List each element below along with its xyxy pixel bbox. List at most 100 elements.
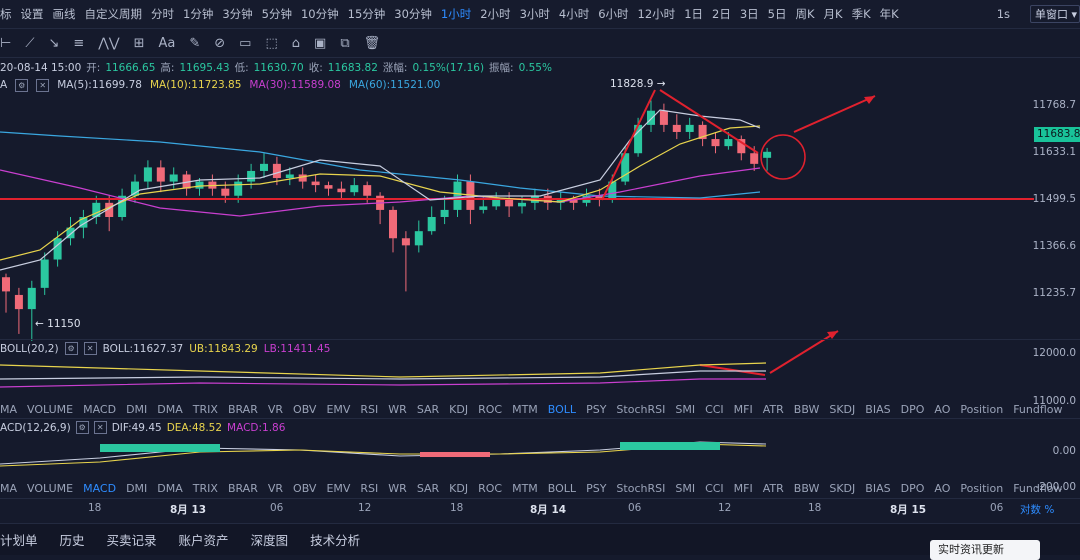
indicator-tab[interactable]: Fundflow: [1013, 403, 1063, 416]
indicator-tab[interactable]: BOLL: [547, 482, 577, 495]
close-icon[interactable]: ✕: [83, 342, 97, 355]
period-option[interactable]: 2小时: [480, 7, 511, 21]
indicator-tab[interactable]: VOLUME: [27, 482, 74, 495]
indicator-tab[interactable]: RSI: [360, 403, 379, 416]
indicator-tab[interactable]: MFI: [733, 403, 753, 416]
indicator-tab[interactable]: EMV: [326, 482, 351, 495]
indicator-tab[interactable]: MFI: [733, 482, 753, 495]
indicator-tab[interactable]: BRAR: [227, 482, 258, 495]
indicator-tab[interactable]: ROC: [478, 403, 503, 416]
period-option[interactable]: 季K: [851, 7, 871, 21]
period-option[interactable]: 3日: [739, 7, 759, 21]
indicator-tab[interactable]: RSI: [360, 482, 379, 495]
news-button[interactable]: 实时资讯更新: [930, 540, 1040, 560]
indicator-tab[interactable]: MACD: [83, 403, 117, 416]
period-option[interactable]: 15分钟: [347, 7, 386, 21]
period-option[interactable]: 6小时: [598, 7, 629, 21]
period-option[interactable]: 3分钟: [222, 7, 253, 21]
window-mode-select[interactable]: 单窗口 ▾: [1030, 5, 1080, 23]
indicator-tab[interactable]: KDJ: [449, 403, 469, 416]
indicator-tab[interactable]: WR: [388, 403, 407, 416]
indicator-tab[interactable]: MACD: [83, 482, 117, 495]
period-option[interactable]: 标: [0, 7, 12, 21]
period-option[interactable]: 分时: [151, 7, 174, 21]
period-option[interactable]: 周K: [795, 7, 815, 21]
drawing-tool-icon[interactable]: 🗑: [363, 35, 381, 51]
indicator-tab[interactable]: StochRSI: [616, 403, 666, 416]
period-option[interactable]: 1分钟: [183, 7, 214, 21]
indicator-tab[interactable]: TRIX: [192, 403, 218, 416]
drawing-tool-icon[interactable]: ⋀⋁: [98, 35, 120, 51]
drawing-tool-icon[interactable]: Aa: [158, 35, 176, 51]
indicator-tab[interactable]: SAR: [416, 482, 440, 495]
period-option[interactable]: 4小时: [558, 7, 590, 21]
bottom-tab[interactable]: 买卖记录: [106, 533, 157, 548]
indicator-tab[interactable]: DPO: [900, 482, 925, 495]
indicator-tab[interactable]: DMI: [126, 482, 148, 495]
period-option[interactable]: 30分钟: [394, 7, 432, 21]
indicator-tab[interactable]: OBV: [293, 482, 317, 495]
drawing-tool-icon[interactable]: ▣: [314, 35, 327, 51]
bottom-tab[interactable]: 深度图: [250, 533, 289, 548]
period-option[interactable]: 年K: [879, 7, 899, 21]
indicator-tab[interactable]: ROC: [478, 482, 503, 495]
close-icon[interactable]: ✕: [93, 421, 107, 434]
bottom-tab[interactable]: 技术分析: [310, 533, 361, 548]
indicator-tab[interactable]: Position: [960, 482, 1004, 495]
drawing-tool-icon[interactable]: ✎: [189, 35, 201, 51]
indicator-tab[interactable]: EMV: [326, 403, 351, 416]
indicator-tab[interactable]: SMI: [675, 482, 696, 495]
indicator-tab[interactable]: Fundflow: [1013, 482, 1063, 495]
indicator-tab[interactable]: SMI: [675, 403, 696, 416]
period-option[interactable]: 自定义周期: [84, 7, 143, 21]
indicator-tab[interactable]: Position: [960, 403, 1004, 416]
settings-icon[interactable]: ⚙: [64, 342, 78, 355]
indicator-tab[interactable]: DPO: [900, 403, 925, 416]
drawing-tool-icon[interactable]: ⌂: [291, 35, 301, 51]
indicator-tab[interactable]: CCI: [705, 482, 724, 495]
indicator-tab[interactable]: BBW: [793, 403, 820, 416]
indicator-tab[interactable]: WR: [388, 482, 407, 495]
indicator-tab[interactable]: ATR: [762, 403, 784, 416]
drawing-tool-icon[interactable]: ⊞: [133, 35, 145, 51]
indicator-tab[interactable]: OBV: [293, 403, 317, 416]
indicator-tab[interactable]: DMI: [126, 403, 148, 416]
period-option[interactable]: 1小时: [440, 7, 472, 21]
indicator-tab[interactable]: MA: [0, 403, 18, 416]
indicator-tab[interactable]: PSY: [586, 482, 607, 495]
indicator-tab[interactable]: ATR: [762, 482, 784, 495]
drawing-tool-icon[interactable]: ≡: [73, 35, 85, 51]
settings-icon[interactable]: ⚙: [15, 78, 29, 92]
indicator-tab[interactable]: KDJ: [449, 482, 469, 495]
period-option[interactable]: 12小时: [637, 7, 676, 21]
indicator-tab[interactable]: MTM: [512, 403, 538, 416]
settings-icon[interactable]: ⚙: [75, 421, 89, 434]
indicator-tab[interactable]: PSY: [586, 403, 607, 416]
indicator-tab[interactable]: BRAR: [227, 403, 258, 416]
indicator-tab[interactable]: TRIX: [192, 482, 218, 495]
bottom-tab[interactable]: 计划单: [0, 533, 38, 548]
drawing-tool-icon[interactable]: ⧉: [340, 35, 350, 51]
indicator-tab[interactable]: SAR: [416, 403, 440, 416]
period-option[interactable]: 设置: [20, 7, 44, 21]
indicator-tab[interactable]: SKDJ: [829, 482, 856, 495]
indicator-tab[interactable]: BIAS: [865, 482, 891, 495]
period-option[interactable]: 5分钟: [261, 7, 292, 21]
indicator-tab[interactable]: BBW: [793, 482, 820, 495]
indicator-tab[interactable]: StochRSI: [616, 482, 666, 495]
refresh-speed[interactable]: 1s: [996, 7, 1010, 21]
drawing-tool-icon[interactable]: ⊘: [214, 35, 226, 51]
period-option[interactable]: 画线: [52, 7, 76, 21]
period-option[interactable]: 2日: [712, 7, 731, 21]
drawing-tool-icon[interactable]: ⬚: [265, 35, 278, 51]
indicator-tab[interactable]: AO: [934, 482, 951, 495]
indicator-tab[interactable]: VR: [267, 482, 284, 495]
indicator-tab[interactable]: BOLL: [547, 403, 577, 416]
period-option[interactable]: 5日: [767, 7, 787, 21]
drawing-tool-icon[interactable]: ⟋: [25, 35, 35, 51]
close-icon[interactable]: ✕: [36, 78, 50, 92]
period-option[interactable]: 月K: [823, 7, 843, 21]
indicator-tab[interactable]: AO: [934, 403, 951, 416]
indicator-tab[interactable]: SKDJ: [829, 403, 856, 416]
bottom-tab[interactable]: 账户资产: [178, 533, 229, 548]
